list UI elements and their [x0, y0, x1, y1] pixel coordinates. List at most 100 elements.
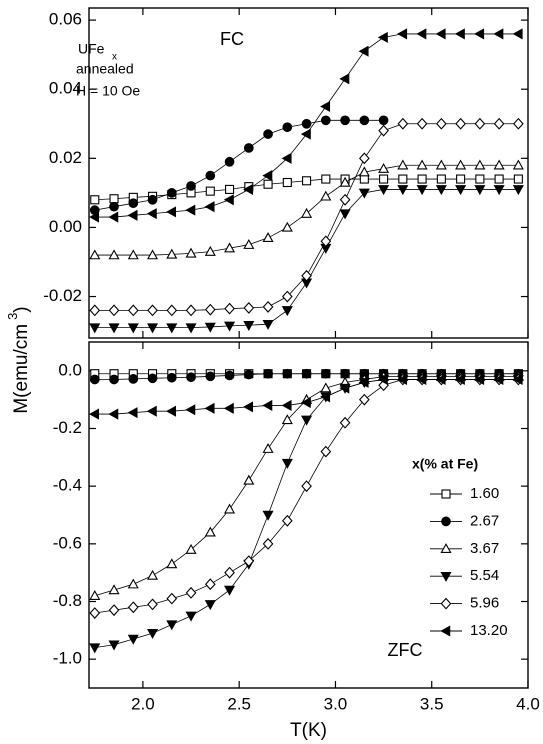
marker	[108, 211, 119, 223]
marker	[301, 207, 313, 218]
marker	[512, 185, 524, 196]
marker	[108, 604, 120, 617]
marker	[243, 183, 254, 195]
marker	[108, 249, 120, 260]
marker	[127, 304, 139, 317]
marker	[166, 206, 177, 218]
marker	[513, 117, 524, 130]
marker	[281, 514, 293, 527]
y-tick-label: 0.02	[49, 148, 82, 167]
legend-label: 2.67	[470, 512, 499, 529]
marker	[416, 159, 428, 170]
marker	[474, 117, 486, 130]
y-tick-label: 0.00	[49, 217, 82, 236]
marker	[455, 159, 467, 170]
marker	[166, 620, 178, 631]
marker	[358, 166, 370, 177]
marker	[455, 185, 467, 196]
annotation: UFe	[78, 41, 105, 57]
marker	[243, 401, 254, 413]
marker	[493, 159, 505, 170]
marker	[377, 31, 388, 43]
marker	[321, 174, 331, 184]
marker	[301, 118, 312, 129]
marker	[108, 323, 120, 334]
marker	[358, 188, 370, 199]
marker	[185, 611, 197, 622]
marker	[475, 174, 485, 184]
plot-frame	[88, 341, 529, 689]
marker	[397, 373, 408, 386]
marker	[416, 373, 427, 386]
marker	[262, 399, 273, 411]
annotation: H = 10 Oe	[76, 83, 140, 99]
marker	[359, 115, 370, 126]
marker	[493, 185, 505, 196]
marker	[108, 304, 120, 317]
marker	[127, 601, 139, 614]
marker	[358, 152, 370, 165]
legend-label: 3.67	[470, 540, 499, 557]
series	[89, 159, 524, 260]
marker	[513, 174, 523, 184]
marker	[339, 193, 351, 206]
marker	[224, 566, 235, 579]
marker	[89, 304, 101, 317]
marker	[109, 374, 119, 385]
marker	[282, 177, 292, 188]
marker	[262, 510, 274, 521]
marker	[186, 372, 196, 383]
marker	[378, 162, 390, 173]
marker	[185, 304, 197, 317]
marker	[378, 115, 389, 126]
x-tick-label: 2.5	[227, 694, 251, 713]
marker	[223, 194, 234, 206]
marker	[224, 585, 236, 596]
marker	[493, 28, 504, 40]
legend-label: 5.54	[470, 567, 499, 584]
annotation: FC	[220, 29, 244, 49]
marker	[416, 185, 428, 196]
marker	[440, 571, 452, 582]
marker	[358, 393, 370, 406]
marker	[379, 174, 389, 184]
marker	[454, 373, 465, 386]
marker	[455, 117, 466, 130]
marker	[243, 555, 255, 568]
marker	[89, 590, 101, 600]
marker	[300, 397, 311, 409]
marker	[147, 323, 159, 334]
y-tick-label: -0.6	[53, 533, 82, 552]
marker	[474, 185, 486, 196]
marker	[224, 503, 236, 514]
marker	[301, 368, 312, 379]
marker	[339, 209, 351, 220]
marker	[185, 543, 197, 554]
marker	[204, 600, 216, 611]
marker	[339, 416, 351, 429]
marker	[440, 625, 451, 637]
marker	[185, 404, 196, 416]
marker	[147, 194, 158, 205]
marker	[127, 209, 138, 221]
marker	[127, 249, 139, 260]
series	[89, 117, 524, 317]
marker	[320, 382, 332, 393]
y-tick-label: -0.8	[53, 591, 82, 610]
marker	[243, 143, 254, 153]
marker	[128, 374, 139, 384]
marker	[454, 28, 465, 40]
marker	[224, 156, 235, 167]
marker	[436, 174, 446, 184]
marker	[441, 516, 451, 527]
marker	[440, 597, 452, 610]
marker	[185, 586, 197, 599]
marker	[320, 445, 332, 458]
marker	[281, 306, 293, 317]
marker	[204, 245, 216, 256]
marker	[320, 190, 332, 201]
marker	[474, 373, 485, 386]
marker	[166, 592, 178, 605]
marker	[224, 302, 235, 315]
